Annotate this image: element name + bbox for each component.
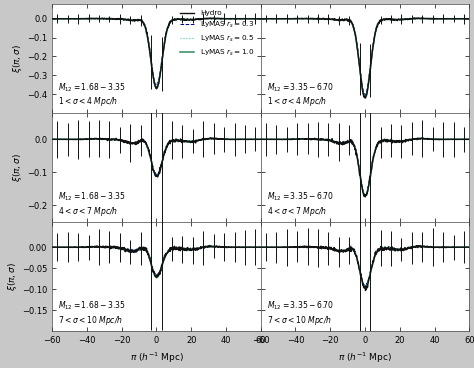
Text: $M_{12}=3.35-6.70$
$1<\sigma<4$ Mpc/$h$: $M_{12}=3.35-6.70$ $1<\sigma<4$ Mpc/$h$ xyxy=(267,81,334,109)
X-axis label: $\pi$ ($h^{-1}$ Mpc): $\pi$ ($h^{-1}$ Mpc) xyxy=(338,351,392,365)
Text: $M_{12}=3.35-6.70$
$7<\sigma<10$ Mpc/$h$: $M_{12}=3.35-6.70$ $7<\sigma<10$ Mpc/$h$ xyxy=(267,300,334,327)
Text: $M_{12}=1.68-3.35$
$7<\sigma<10$ Mpc/$h$: $M_{12}=1.68-3.35$ $7<\sigma<10$ Mpc/$h$ xyxy=(58,300,126,327)
Text: $M_{12}=3.35-6.70$
$4<\sigma<7$ Mpc/$h$: $M_{12}=3.35-6.70$ $4<\sigma<7$ Mpc/$h$ xyxy=(267,190,334,217)
Y-axis label: $\xi(\pi,\sigma)$: $\xi(\pi,\sigma)$ xyxy=(11,153,24,182)
Y-axis label: $\xi(\pi,\sigma)$: $\xi(\pi,\sigma)$ xyxy=(6,262,19,291)
Text: $M_{12}=1.68-3.35$
$4<\sigma<7$ Mpc/$h$: $M_{12}=1.68-3.35$ $4<\sigma<7$ Mpc/$h$ xyxy=(58,190,126,217)
X-axis label: $\pi$ ($h^{-1}$ Mpc): $\pi$ ($h^{-1}$ Mpc) xyxy=(129,351,183,365)
Legend: Hydro, LyMAS $r_s=0.3$, LyMAS $r_s=0.5$, LyMAS $r_s=1.0$: Hydro, LyMAS $r_s=0.3$, LyMAS $r_s=0.5$,… xyxy=(177,7,257,61)
Y-axis label: $\xi(\pi,\sigma)$: $\xi(\pi,\sigma)$ xyxy=(11,44,24,73)
Text: $M_{12}=1.68-3.35$
$1<\sigma<4$ Mpc/$h$: $M_{12}=1.68-3.35$ $1<\sigma<4$ Mpc/$h$ xyxy=(58,81,126,109)
